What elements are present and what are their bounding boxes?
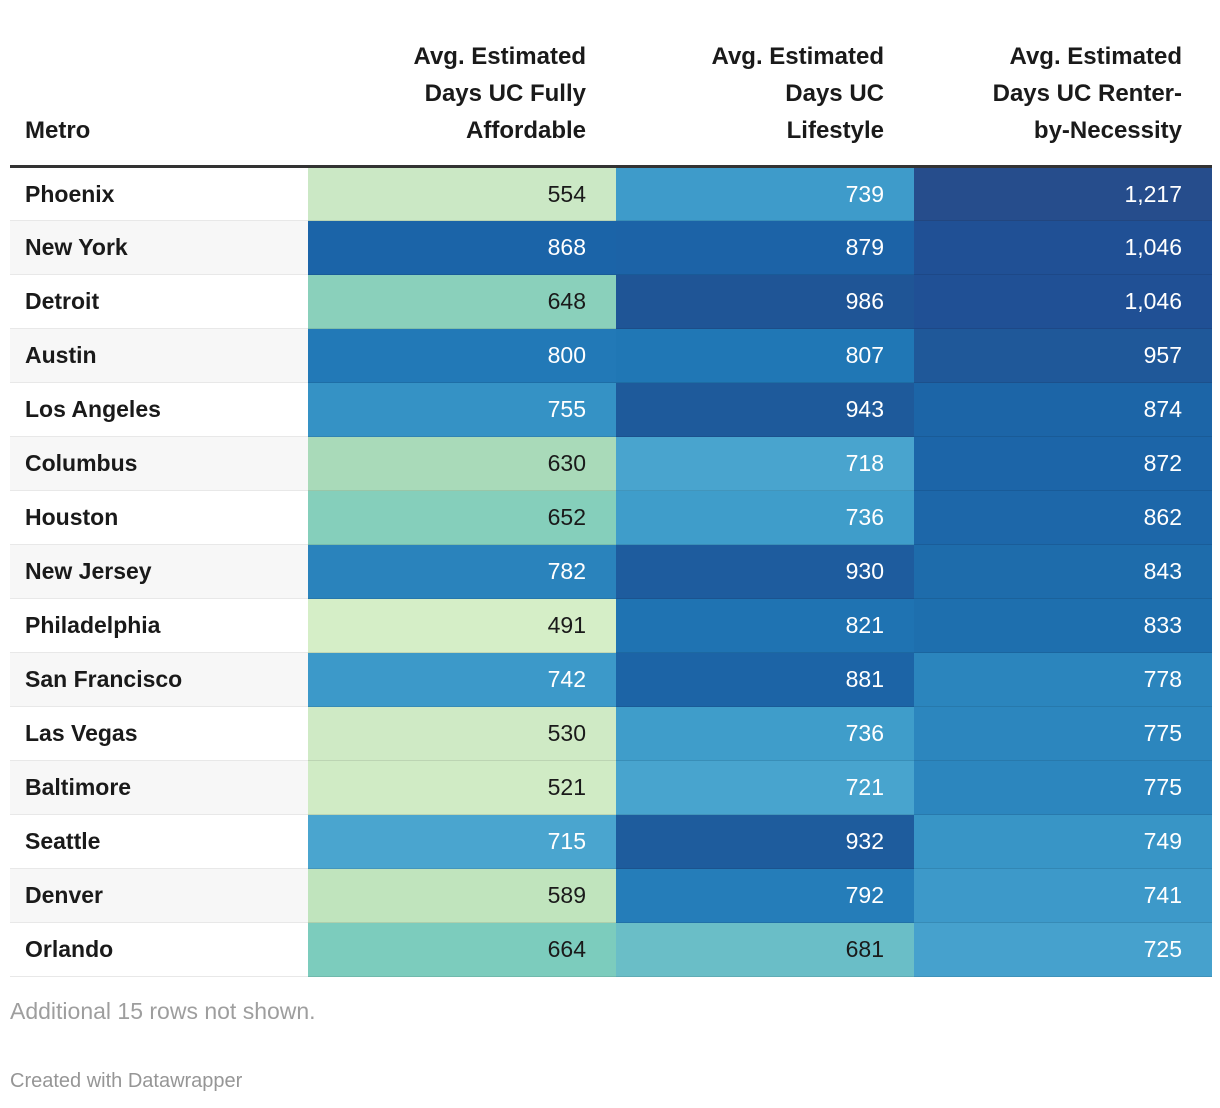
table-row: Denver 589 792 741	[10, 868, 1212, 923]
table-row: Los Angeles 755 943 874	[10, 382, 1212, 437]
value-cell-renter-by-necessity: 862	[914, 490, 1212, 545]
value-cell-renter-by-necessity: 1,046	[914, 220, 1212, 275]
table-row: New Jersey 782 930 843	[10, 544, 1212, 599]
table-row: Philadelphia 491 821 833	[10, 598, 1212, 653]
value-cell-lifestyle: 986	[616, 274, 914, 329]
value-cell-fully-affordable: 491	[308, 598, 616, 653]
value-cell-renter-by-necessity: 775	[914, 706, 1212, 761]
metro-cell: San Francisco	[10, 652, 308, 707]
metro-cell: Seattle	[10, 814, 308, 869]
table-row: New York 868 879 1,046	[10, 220, 1212, 275]
metro-cell: Las Vegas	[10, 706, 308, 761]
table-header: Metro Avg. Estimated Days UC Fully Affor…	[10, 0, 1212, 168]
value-cell-renter-by-necessity: 1,046	[914, 274, 1212, 329]
metro-cell: Columbus	[10, 436, 308, 491]
column-header-metro: Metro	[10, 0, 308, 168]
datawrapper-attribution-link[interactable]: Created with Datawrapper	[10, 1070, 243, 1092]
value-cell-renter-by-necessity: 778	[914, 652, 1212, 707]
value-cell-lifestyle: 881	[616, 652, 914, 707]
metro-cell: Detroit	[10, 274, 308, 329]
value-cell-fully-affordable: 554	[308, 166, 616, 221]
data-table: Metro Avg. Estimated Days UC Fully Affor…	[10, 0, 1212, 977]
value-cell-lifestyle: 736	[616, 706, 914, 761]
value-cell-lifestyle: 721	[616, 760, 914, 815]
table-row: Austin 800 807 957	[10, 328, 1212, 383]
value-cell-lifestyle: 718	[616, 436, 914, 491]
value-cell-lifestyle: 879	[616, 220, 914, 275]
value-cell-fully-affordable: 742	[308, 652, 616, 707]
table-body: Phoenix 554 739 1,217 New York 868 879 1…	[10, 166, 1212, 977]
value-cell-lifestyle: 932	[616, 814, 914, 869]
table-row: San Francisco 742 881 778	[10, 652, 1212, 707]
value-cell-lifestyle: 930	[616, 544, 914, 599]
metro-cell: Austin	[10, 328, 308, 383]
table-row: Las Vegas 530 736 775	[10, 706, 1212, 761]
table-row: Phoenix 554 739 1,217	[10, 166, 1212, 221]
table-row: Houston 652 736 862	[10, 490, 1212, 545]
value-cell-fully-affordable: 715	[308, 814, 616, 869]
value-cell-renter-by-necessity: 775	[914, 760, 1212, 815]
value-cell-fully-affordable: 868	[308, 220, 616, 275]
value-cell-lifestyle: 681	[616, 922, 914, 977]
metro-cell: New Jersey	[10, 544, 308, 599]
column-header-days-uc-lifestyle: Avg. Estimated Days UC Lifestyle	[616, 0, 914, 168]
value-cell-renter-by-necessity: 872	[914, 436, 1212, 491]
metro-cell: Baltimore	[10, 760, 308, 815]
value-cell-lifestyle: 821	[616, 598, 914, 653]
value-cell-renter-by-necessity: 843	[914, 544, 1212, 599]
metro-cell: Los Angeles	[10, 382, 308, 437]
metro-cell: Denver	[10, 868, 308, 923]
value-cell-fully-affordable: 521	[308, 760, 616, 815]
column-header-days-uc-fully-affordable: Avg. Estimated Days UC Fully Affordable	[308, 0, 616, 168]
value-cell-lifestyle: 736	[616, 490, 914, 545]
value-cell-fully-affordable: 755	[308, 382, 616, 437]
value-cell-renter-by-necessity: 741	[914, 868, 1212, 923]
rows-not-shown-note: Additional 15 rows not shown.	[10, 998, 316, 1024]
value-cell-fully-affordable: 630	[308, 436, 616, 491]
metro-cell: Orlando	[10, 922, 308, 977]
value-cell-fully-affordable: 782	[308, 544, 616, 599]
metro-cell: New York	[10, 220, 308, 275]
value-cell-fully-affordable: 652	[308, 490, 616, 545]
value-cell-lifestyle: 739	[616, 166, 914, 221]
value-cell-fully-affordable: 664	[308, 922, 616, 977]
table-row: Seattle 715 932 749	[10, 814, 1212, 869]
table-row: Detroit 648 986 1,046	[10, 274, 1212, 329]
value-cell-lifestyle: 792	[616, 868, 914, 923]
value-cell-fully-affordable: 530	[308, 706, 616, 761]
value-cell-lifestyle: 807	[616, 328, 914, 383]
value-cell-renter-by-necessity: 725	[914, 922, 1212, 977]
metro-cell: Philadelphia	[10, 598, 308, 653]
value-cell-renter-by-necessity: 874	[914, 382, 1212, 437]
value-cell-renter-by-necessity: 749	[914, 814, 1212, 869]
table-row: Baltimore 521 721 775	[10, 760, 1212, 815]
table-row: Columbus 630 718 872	[10, 436, 1212, 491]
value-cell-lifestyle: 943	[616, 382, 914, 437]
value-cell-fully-affordable: 800	[308, 328, 616, 383]
value-cell-renter-by-necessity: 957	[914, 328, 1212, 383]
value-cell-fully-affordable: 589	[308, 868, 616, 923]
value-cell-renter-by-necessity: 833	[914, 598, 1212, 653]
metro-cell: Houston	[10, 490, 308, 545]
table-row: Orlando 664 681 725	[10, 922, 1212, 977]
column-header-days-uc-renter-by-necessity: Avg. Estimated Days UC Renter- by-Necess…	[914, 0, 1212, 168]
metro-cell: Phoenix	[10, 166, 308, 221]
value-cell-fully-affordable: 648	[308, 274, 616, 329]
value-cell-renter-by-necessity: 1,217	[914, 166, 1212, 221]
